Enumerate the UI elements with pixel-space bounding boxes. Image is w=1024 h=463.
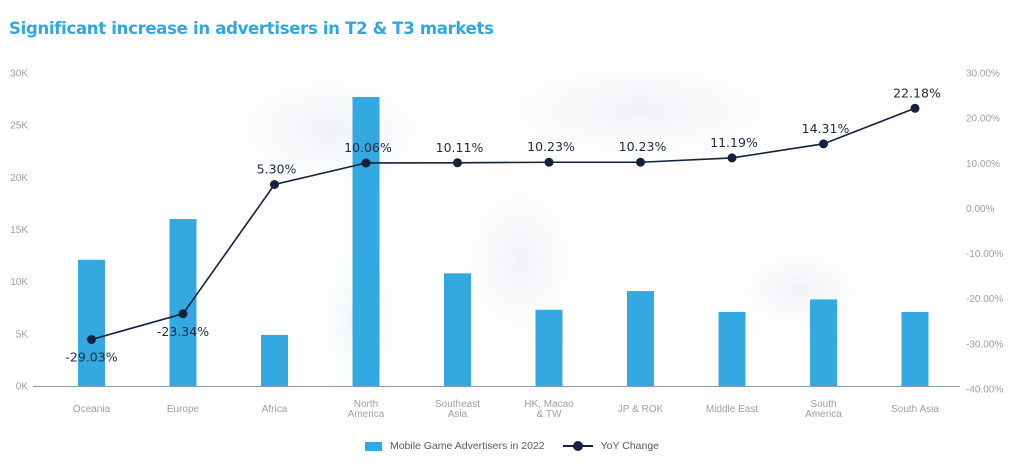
bar bbox=[810, 299, 837, 386]
data-label: -23.34% bbox=[157, 324, 209, 339]
bar bbox=[627, 291, 654, 386]
x-tick-label: South bbox=[810, 399, 836, 410]
yoy-point bbox=[910, 103, 920, 113]
yoy-point bbox=[87, 334, 96, 344]
bar bbox=[535, 309, 563, 386]
data-label: 5.30% bbox=[257, 162, 297, 177]
x-tick-label: HK, Macao bbox=[524, 399, 574, 410]
yoy-line bbox=[91, 107, 916, 341]
combo-chart: 0K 5K 10K 15K 20K 25K 30K -40.00% -30.00% -20.00… bbox=[10, 40, 1003, 420]
right-tick-label: 30.00% bbox=[966, 69, 1000, 80]
right-tick-label: -30.00% bbox=[966, 339, 1003, 350]
yoy-point bbox=[819, 139, 828, 149]
x-tick-label: Middle East bbox=[706, 404, 758, 415]
bar bbox=[78, 259, 105, 386]
x-tick-label: Southeast bbox=[435, 399, 480, 410]
right-axis: -40.00% -30.00% -20.00% -10.00% 0.00% 10.00% 2… bbox=[966, 69, 1003, 396]
x-tick-label: Asia bbox=[448, 409, 468, 420]
bar-swatch-icon bbox=[364, 441, 382, 451]
yoy-point bbox=[727, 153, 737, 163]
data-label: 10.23% bbox=[527, 139, 575, 154]
x-tick-label: South Asia bbox=[891, 404, 939, 415]
right-tick-label: -10.00% bbox=[966, 249, 1003, 260]
left-tick-label: 10K bbox=[10, 277, 28, 288]
x-tick-label: Africa bbox=[262, 404, 288, 415]
yoy-point bbox=[178, 309, 188, 319]
data-label: 11.19% bbox=[710, 135, 758, 150]
x-tick-label: Oceania bbox=[73, 404, 111, 415]
yoy-point bbox=[544, 157, 554, 167]
data-label: 22.18% bbox=[893, 85, 941, 100]
line-marker-icon bbox=[562, 441, 593, 451]
yoy-point bbox=[270, 180, 279, 190]
bar bbox=[352, 96, 380, 386]
bar bbox=[444, 273, 471, 386]
right-tick-label: 0.00% bbox=[966, 204, 994, 215]
x-tick-label: North bbox=[354, 399, 378, 410]
left-axis: 0K 5K 10K 15K 20K 25K 30K bbox=[10, 69, 28, 393]
x-tick-label: JP & ROK bbox=[618, 404, 664, 415]
yoy-point bbox=[636, 157, 645, 167]
left-tick-label: 20K bbox=[10, 173, 28, 184]
bar bbox=[901, 311, 929, 386]
legend-label-line: YoY Change bbox=[600, 440, 660, 452]
legend-label-bars: Mobile Game Advertisers in 2022 bbox=[389, 440, 545, 452]
legend-item-line[interactable]: YoY Change bbox=[562, 440, 660, 452]
line-series: -29.03% -23.34% 5.30% 10.06% 10.11% 10.23% 10.… bbox=[65, 85, 941, 364]
x-tick-label: America bbox=[348, 409, 385, 420]
x-tick-label: America bbox=[805, 409, 842, 420]
bar bbox=[718, 311, 746, 386]
left-tick-label: 0K bbox=[16, 382, 29, 393]
data-label: 10.23% bbox=[619, 139, 667, 154]
right-tick-label: -40.00% bbox=[966, 385, 1003, 396]
right-tick-label: 10.00% bbox=[966, 159, 1000, 170]
right-tick-label: 20.00% bbox=[966, 114, 1000, 125]
bar bbox=[261, 334, 288, 386]
x-tick-label: & TW bbox=[537, 409, 562, 420]
left-tick-label: 25K bbox=[10, 121, 28, 132]
data-label: -29.03% bbox=[65, 349, 117, 364]
bar bbox=[169, 219, 197, 386]
right-tick-label: -20.00% bbox=[966, 294, 1003, 305]
legend-item-bars[interactable]: Mobile Game Advertisers in 2022 bbox=[364, 440, 545, 452]
data-label: 14.31% bbox=[802, 121, 850, 136]
left-tick-label: 5K bbox=[16, 329, 29, 340]
left-tick-label: 30K bbox=[10, 69, 28, 80]
legend: Mobile Game Advertisers in 2022 YoY Chan… bbox=[0, 440, 1024, 452]
yoy-point bbox=[453, 158, 462, 168]
bar-series bbox=[78, 96, 929, 386]
world-map-watermark bbox=[190, 40, 890, 410]
yoy-point bbox=[361, 158, 371, 168]
data-label: 10.11% bbox=[436, 140, 484, 155]
x-axis-labels: Oceania Europe Africa NorthAmericaSoutheast… bbox=[73, 399, 939, 420]
chart-title: Significant increase in advertisers in T… bbox=[9, 19, 494, 38]
x-tick-label: Europe bbox=[167, 404, 200, 415]
left-tick-label: 15K bbox=[10, 225, 28, 236]
data-label: 10.06% bbox=[344, 140, 392, 155]
